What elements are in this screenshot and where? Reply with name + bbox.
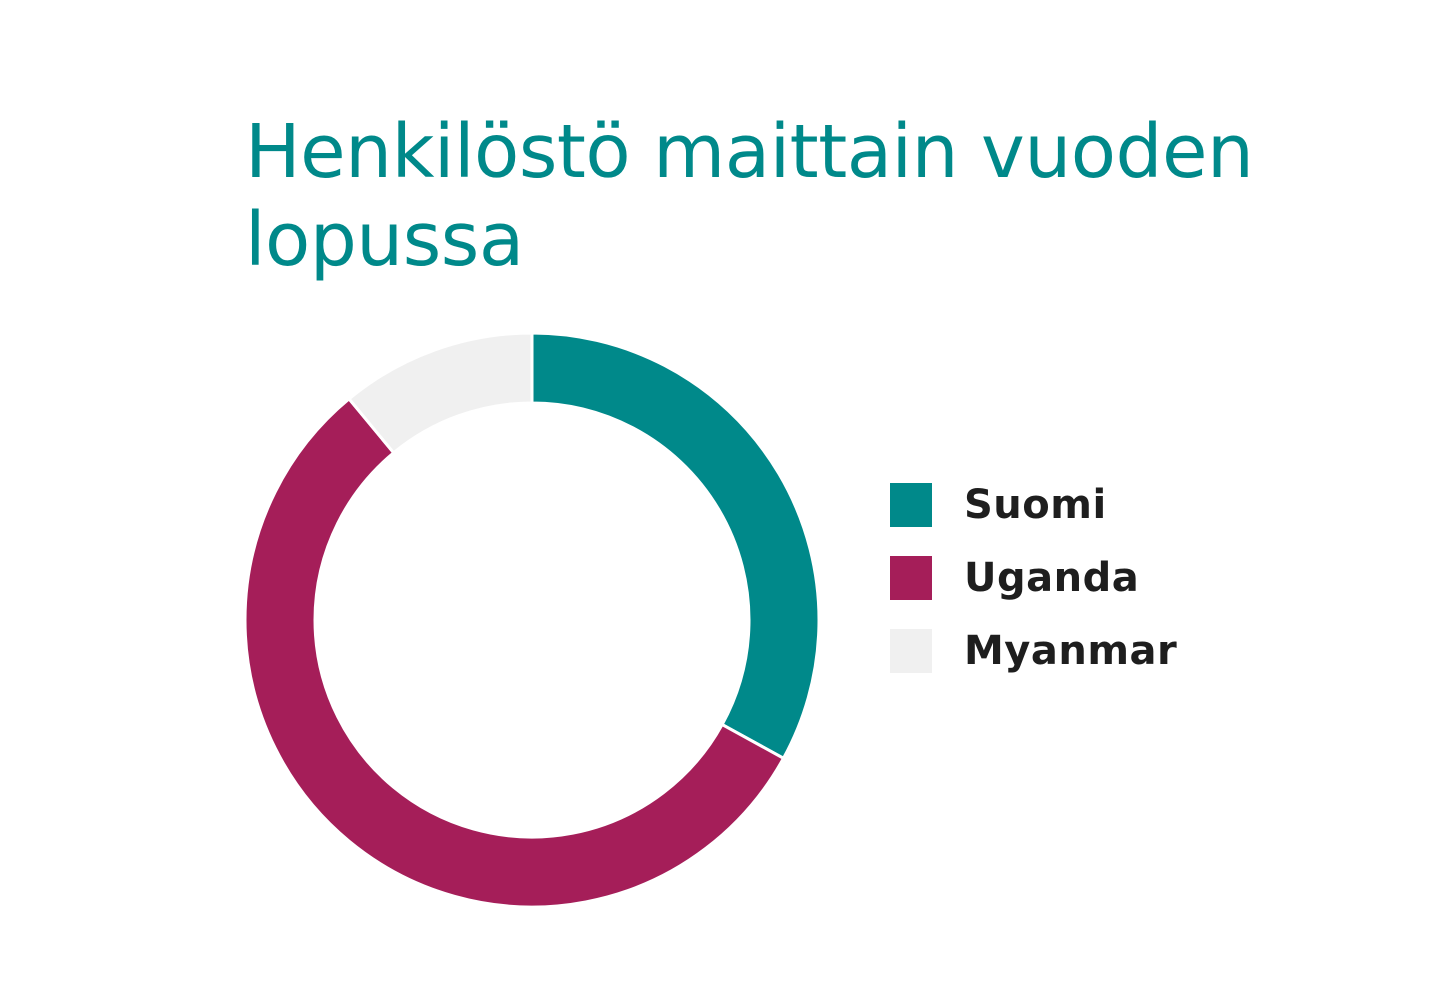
legend: Suomi Uganda Myanmar bbox=[890, 468, 1177, 687]
legend-label-myanmar: Myanmar bbox=[964, 627, 1178, 674]
legend-swatch-suomi bbox=[890, 482, 932, 527]
legend-label-suomi: Suomi bbox=[964, 481, 1107, 528]
legend-swatch-myanmar bbox=[890, 628, 932, 673]
donut-slices bbox=[243, 331, 821, 909]
donut-slice-uganda bbox=[243, 396, 786, 909]
chart-title: Henkilöstö maittain vuoden lopussa bbox=[245, 109, 1254, 283]
legend-swatch-uganda bbox=[890, 555, 932, 600]
legend-item-myanmar: Myanmar bbox=[890, 614, 1177, 687]
legend-label-uganda: Uganda bbox=[964, 554, 1140, 601]
donut-slice-suomi bbox=[530, 331, 821, 761]
legend-item-uganda: Uganda bbox=[890, 541, 1177, 614]
legend-item-suomi: Suomi bbox=[890, 468, 1177, 541]
donut-slice-myanmar bbox=[346, 331, 534, 455]
